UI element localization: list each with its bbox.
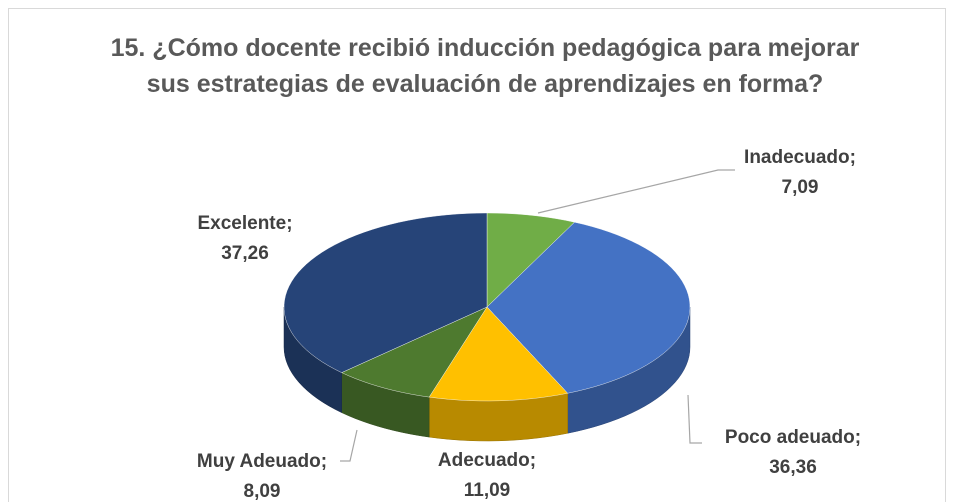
chart-title: 15. ¿Cómo docente recibió inducción peda…: [110, 34, 860, 98]
data-label: Excelente; 37,26: [197, 213, 292, 264]
data-label: Inadecuado; 7,09: [744, 147, 856, 198]
leader-line: [537, 169, 735, 214]
data-label-category: Adecuado;: [438, 450, 536, 471]
data-label-value: 11,09: [464, 480, 511, 501]
data-label-category: Excelente;: [197, 213, 292, 234]
data-label-category: Muy Adeuado;: [197, 451, 327, 472]
data-label-value: 37,26: [221, 243, 269, 264]
data-label: Adecuado; 11,09: [438, 450, 536, 501]
pie-slice: [486, 221, 691, 394]
leader-line: [687, 394, 702, 444]
data-label-value: 8,09: [244, 481, 281, 502]
data-label-category: Inadecuado;: [744, 147, 856, 168]
data-label: Poco adeuado; 36,36: [725, 427, 861, 478]
data-label-value: 36,36: [769, 457, 817, 478]
pie-slice: [486, 212, 575, 308]
chart-frame: [8, 8, 946, 502]
leader-line: [340, 429, 358, 462]
pie-slice: [283, 212, 488, 373]
pie-slice: [428, 306, 569, 402]
data-label-category: Poco adeuado;: [725, 427, 861, 448]
data-label: Muy Adeuado; 8,09: [197, 451, 327, 502]
pie-slice: [341, 306, 488, 398]
data-label-value: 7,09: [782, 177, 819, 198]
